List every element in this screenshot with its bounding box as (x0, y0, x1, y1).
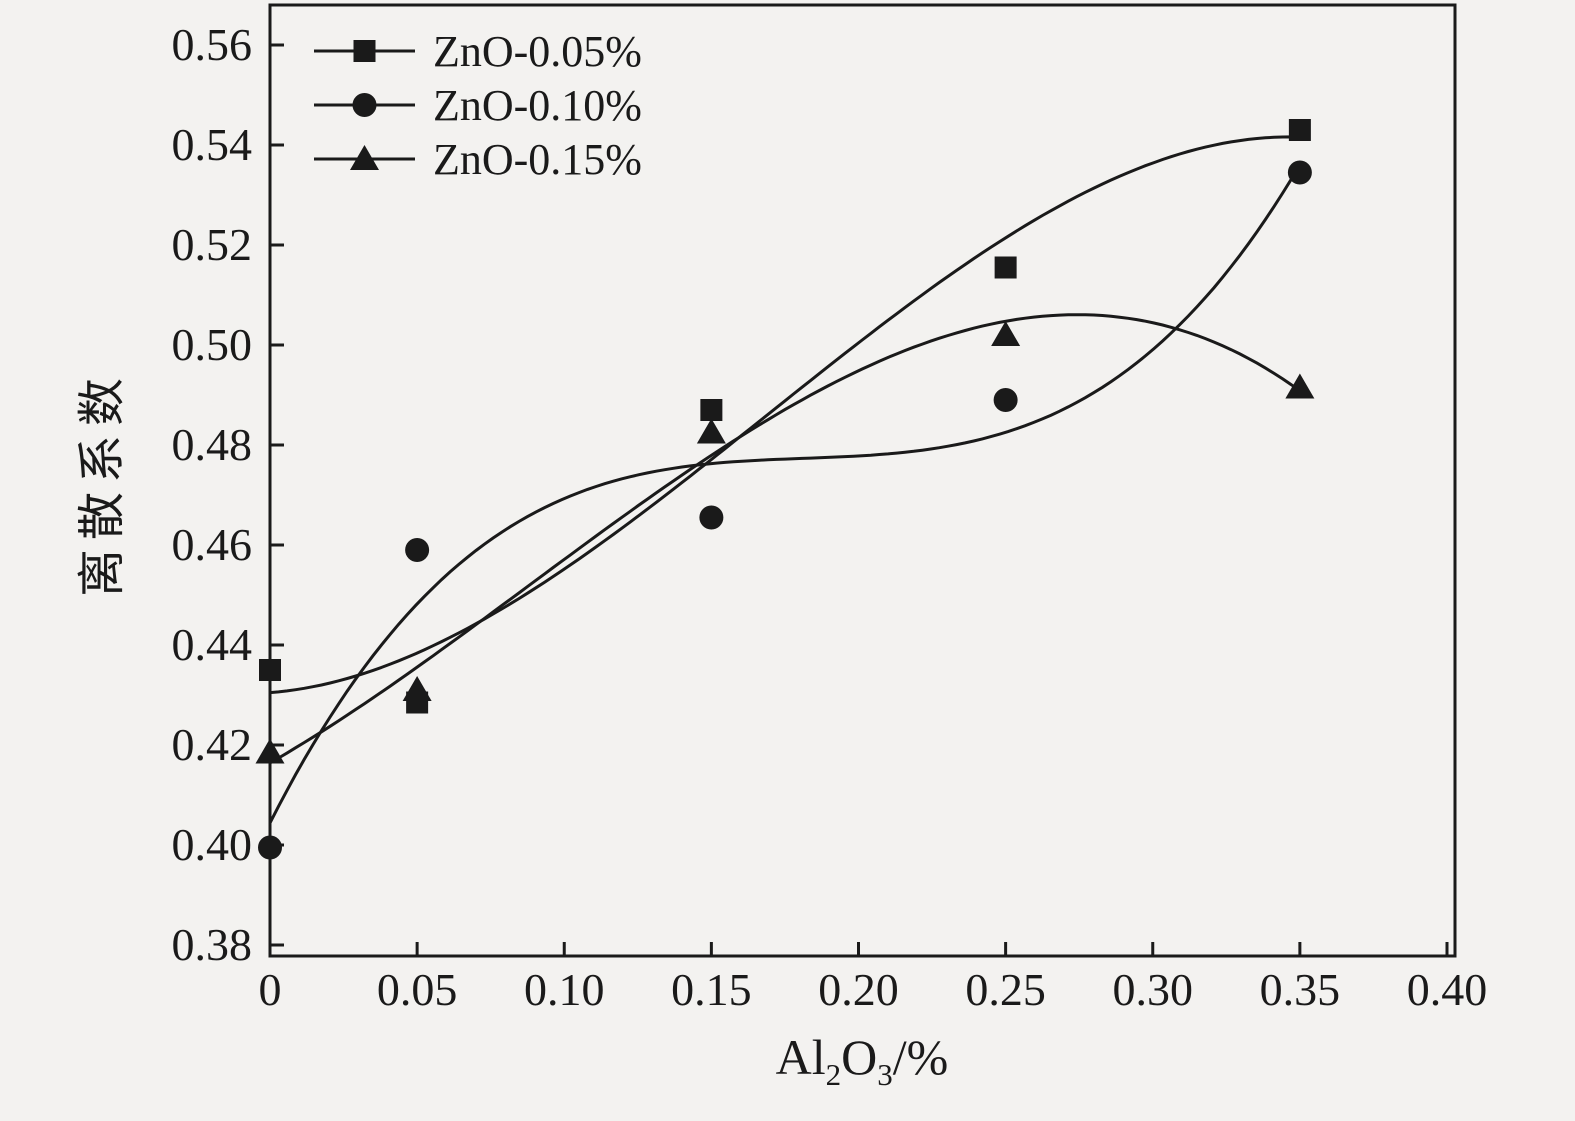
svg-text:0.40: 0.40 (1407, 964, 1488, 1015)
legend-item: ZnO-0.10% (312, 78, 642, 132)
svg-text:0.56: 0.56 (172, 19, 253, 70)
svg-text:0.35: 0.35 (1260, 964, 1341, 1015)
svg-text:0.05: 0.05 (377, 964, 458, 1015)
legend-label: ZnO-0.15% (433, 134, 642, 184)
svg-text:0.25: 0.25 (965, 964, 1046, 1015)
svg-text:0.46: 0.46 (172, 519, 253, 570)
x-axis-title-text: O (841, 1029, 878, 1085)
legend: ZnO-0.05% ZnO-0.10% ZnO-0.15% (312, 24, 642, 186)
y-axis-title: 离散系数 (76, 368, 129, 598)
svg-text:0.50: 0.50 (172, 319, 253, 370)
x-axis-title-subscript: 2 (825, 1057, 842, 1092)
svg-text:0.40: 0.40 (172, 819, 253, 870)
svg-text:0.42: 0.42 (172, 719, 253, 770)
x-axis-title-text: /% (892, 1029, 949, 1085)
svg-text:0.52: 0.52 (172, 219, 253, 270)
legend-label: ZnO-0.05% (433, 26, 642, 76)
svg-text:0.54: 0.54 (172, 119, 253, 170)
legend-marker-square-icon (314, 40, 415, 62)
svg-text:0.48: 0.48 (172, 419, 253, 470)
legend-item: ZnO-0.15% (312, 132, 642, 186)
svg-text:0.38: 0.38 (172, 919, 253, 970)
svg-text:0: 0 (259, 964, 282, 1015)
legend-marker-triangle-icon (314, 145, 415, 170)
x-axis-title-subscript: 3 (877, 1057, 893, 1092)
svg-text:0.10: 0.10 (524, 964, 605, 1015)
x-axis-title: Al2O3/% (776, 1028, 949, 1093)
svg-text:0.44: 0.44 (172, 619, 253, 670)
svg-text:0.15: 0.15 (671, 964, 752, 1015)
x-axis-title-text: Al (775, 1029, 826, 1085)
svg-text:0.30: 0.30 (1113, 964, 1194, 1015)
legend-marker-circle-icon (314, 93, 415, 117)
svg-text:0.20: 0.20 (818, 964, 899, 1015)
legend-item: ZnO-0.05% (312, 24, 642, 78)
legend-label: ZnO-0.10% (433, 80, 642, 130)
